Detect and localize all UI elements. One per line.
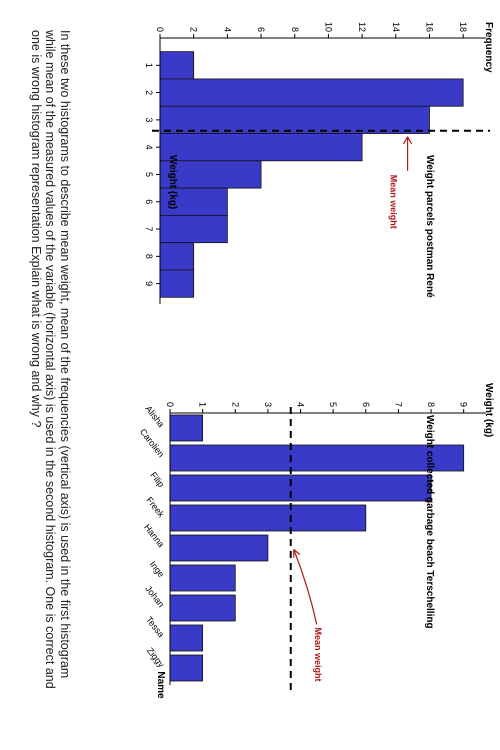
x-tick-label: Alisha (143, 404, 166, 429)
mean-label: Mean weight (389, 175, 399, 229)
x-axis-label: Weight (kg) (167, 155, 178, 209)
x-tick-label: 8 (144, 254, 154, 259)
y-tick-label: 6 (256, 27, 266, 32)
y-tick-label: 4 (296, 402, 306, 407)
y-tick-label: 7 (393, 402, 403, 407)
y-tick-label: 12 (357, 22, 367, 32)
chart-title: Weight parcels postman René (424, 155, 435, 298)
histogram-bar (159, 214, 228, 244)
x-tick-label: Filip (148, 470, 166, 489)
x-tick-label: Ziggy (145, 646, 167, 670)
question-text: In these two histograms to describe mean… (29, 30, 72, 689)
y-tick-label: 2 (230, 402, 240, 407)
y-tick-label: 6 (361, 402, 371, 407)
x-tick-label: 7 (144, 227, 154, 232)
y-tick-label: 0 (165, 402, 175, 407)
histogram-bar (159, 78, 464, 107)
x-axis-label: Name (155, 671, 166, 699)
bar (169, 504, 367, 532)
y-tick-label: 4 (222, 27, 232, 32)
y-tick-label: 10 (323, 22, 333, 32)
y-tick-label: 18 (458, 22, 468, 32)
y-tick-label: 1 (198, 402, 208, 407)
bar (169, 474, 432, 502)
y-tick-label: 9 (459, 402, 469, 407)
x-tick-label: 5 (144, 172, 154, 177)
bar (169, 414, 204, 442)
y-tick-label: 8 (426, 402, 436, 407)
bar (169, 594, 236, 622)
mean-label: Mean weight (313, 628, 323, 682)
mean-arrow-head (403, 136, 413, 145)
y-tick-label: 14 (391, 22, 401, 32)
x-tick-label: Hanna (142, 522, 166, 549)
y-tick-label: 3 (263, 402, 273, 407)
y-tick-label: 0 (155, 27, 165, 32)
y-tick-label: 16 (424, 22, 434, 32)
y-tick-label: 8 (290, 27, 300, 32)
histogram-bar (159, 105, 430, 134)
histogram-bar (159, 51, 195, 80)
x-tick-label: Carolien (138, 427, 167, 460)
bar (169, 654, 204, 682)
x-tick-label: 1 (144, 63, 154, 68)
chart-title: Weight collected garbage beach Terschell… (424, 415, 435, 629)
bar (169, 624, 204, 652)
histogram-bar (159, 269, 195, 298)
x-tick-label: Inge (148, 559, 167, 579)
x-tick-label: 9 (144, 281, 154, 286)
mean-arrow-head (293, 549, 301, 558)
bar (169, 564, 236, 592)
x-tick-label: Freek (144, 495, 166, 520)
x-tick-label: 4 (144, 145, 154, 150)
y-tick-label: 5 (328, 402, 338, 407)
x-tick-label: Tessa (144, 615, 166, 640)
x-tick-label: 2 (144, 90, 154, 95)
y-axis-label: Frequency (483, 22, 494, 73)
bar (169, 534, 269, 562)
y-axis-label: Weight (kg) (483, 383, 494, 437)
x-tick-label: Johan (143, 584, 166, 609)
x-tick-label: 6 (144, 199, 154, 204)
histogram-bar (159, 242, 195, 271)
histogram-bar (159, 133, 363, 162)
y-tick-label: 2 (189, 27, 199, 32)
mean-arrow-line (293, 549, 318, 625)
x-tick-label: 3 (144, 117, 154, 122)
bar (169, 444, 465, 472)
